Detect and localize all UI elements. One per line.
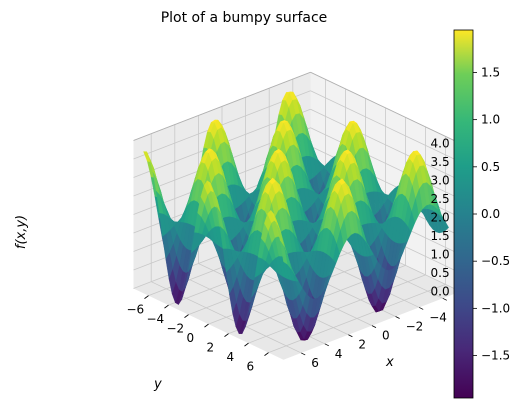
y-axis-label: y <box>153 377 162 392</box>
chart-title: Plot of a bumpy surface <box>161 10 328 26</box>
z-tick-label: 3.0 <box>431 174 450 188</box>
z-axis-label: f(x,y) <box>14 215 29 249</box>
colorbar-tick-label: 0.0 <box>481 207 500 221</box>
z-tick-label: 0.5 <box>431 266 450 280</box>
surface-mesh <box>143 91 449 341</box>
colorbar-tick-label: −0.5 <box>481 254 510 268</box>
colorbar <box>453 29 474 399</box>
y-tick-label: 0 <box>187 331 195 345</box>
surface-facet <box>280 240 288 265</box>
z-tick-label: 0.0 <box>431 285 450 299</box>
colorbar-tick-label: 1.5 <box>481 65 500 79</box>
colorbar-tick-label: −1.0 <box>481 301 510 315</box>
colorbar-tick-label: 0.5 <box>481 160 500 174</box>
y-tick-label: −4 <box>147 312 165 326</box>
x-tick-label: 4 <box>335 347 343 361</box>
y-tick-label: 4 <box>227 350 235 364</box>
z-tick-label: 3.5 <box>431 155 450 169</box>
colorbar-tick-label: −1.5 <box>481 349 510 363</box>
x-tick-label: 2 <box>358 338 366 352</box>
x-tick-label: 6 <box>311 356 319 370</box>
z-tick-label: 2.0 <box>431 211 450 225</box>
x-tick-label: 0 <box>382 329 390 343</box>
z-tick-label: 1.0 <box>431 248 450 262</box>
y-tick-label: −6 <box>127 303 145 317</box>
x-tick-label: −4 <box>429 310 447 324</box>
z-tick-label: 4.0 <box>431 137 450 151</box>
y-tick-label: −2 <box>167 322 185 336</box>
colorbar-ticks: −1.5 −1.0 −0.5 0.0 0.5 1.0 1.5 <box>473 65 510 363</box>
z-tick-label: 2.5 <box>431 192 450 206</box>
z-tick-label: 1.5 <box>431 229 450 243</box>
x-tick-label: −2 <box>406 320 424 334</box>
colorbar-tick-label: 1.0 <box>481 113 500 127</box>
z-axis: 0.0 0.5 1.0 1.5 2.0 2.5 3.0 3.5 4.0 <box>431 137 463 299</box>
x-axis-label: x <box>385 355 394 370</box>
y-tick-label: 2 <box>207 341 215 355</box>
y-tick-label: 6 <box>247 360 255 374</box>
